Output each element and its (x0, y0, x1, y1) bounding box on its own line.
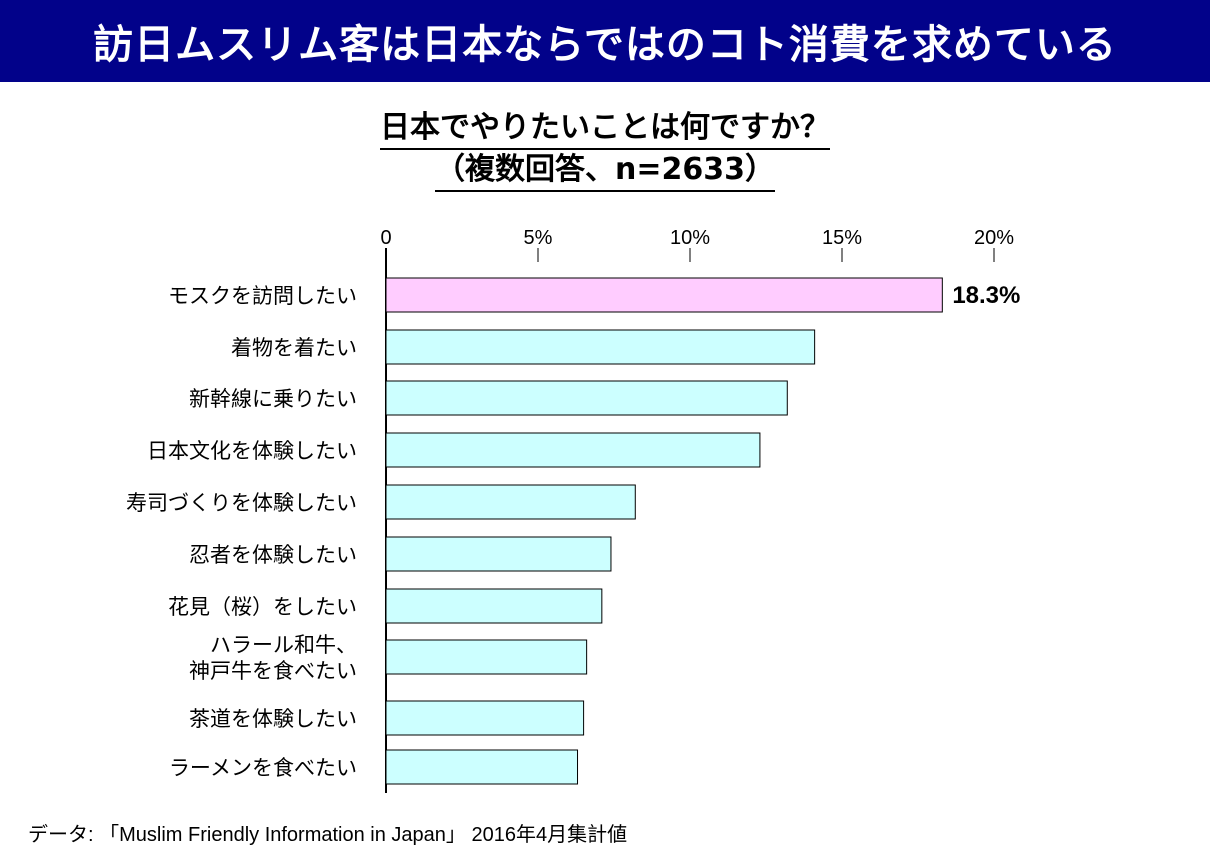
bar (385, 749, 579, 785)
category-label: 花見（桜）をしたい (168, 595, 357, 619)
bar (385, 588, 603, 624)
category-label: 神戸牛を食べたい (189, 659, 357, 683)
x-tick-label: 0 (380, 227, 391, 249)
x-tick-label: 10% (670, 227, 710, 249)
chart-subtitle: （複数回答、n=2633） (435, 150, 775, 192)
category-label: ハラール和牛、 (210, 633, 357, 657)
category-label: モスクを訪問したい (168, 284, 357, 308)
chart-title: 日本でやりたいことは何ですか？ (380, 108, 830, 150)
bar (385, 700, 585, 736)
bar (385, 432, 761, 468)
bar (385, 484, 636, 520)
bar (385, 329, 816, 365)
category-label: 日本文化を体験したい (147, 439, 357, 463)
source-note: データ: 「Muslim Friendly Information in Jap… (28, 824, 628, 846)
bar (385, 536, 612, 572)
chart-title-block: 日本でやりたいことは何ですか？ （複数回答、n=2633） (355, 108, 855, 192)
x-tick-label: 5% (524, 227, 553, 249)
category-label: 寿司づくりを体験したい (126, 491, 357, 515)
bar (385, 277, 943, 313)
category-label: ラーメンを食べたい (169, 756, 357, 780)
category-label: 忍者を体験したい (189, 543, 357, 567)
bar (385, 380, 788, 416)
data-label: 18.3% (952, 282, 1020, 309)
page-title: 訪日ムスリム客は日本ならではのコト消費を求めている (93, 22, 1117, 68)
category-label: 着物を着たい (231, 336, 357, 360)
bar-chart: 0 5% 10% 15% 20% モスクを訪問したい 18.3% 着物を着たい新幹線に乗りたい… (126, 227, 1020, 793)
category-label: 茶道を体験したい (189, 707, 357, 731)
bar (385, 639, 588, 675)
x-tick-label: 15% (822, 227, 862, 249)
page-header: 訪日ムスリム客は日本ならではのコト消費を求めている (0, 0, 1210, 82)
category-label: 新幹線に乗りたい (189, 387, 357, 411)
x-tick-label: 20% (974, 227, 1014, 249)
